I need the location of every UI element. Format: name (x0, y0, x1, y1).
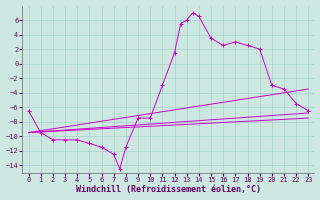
X-axis label: Windchill (Refroidissement éolien,°C): Windchill (Refroidissement éolien,°C) (76, 185, 261, 194)
